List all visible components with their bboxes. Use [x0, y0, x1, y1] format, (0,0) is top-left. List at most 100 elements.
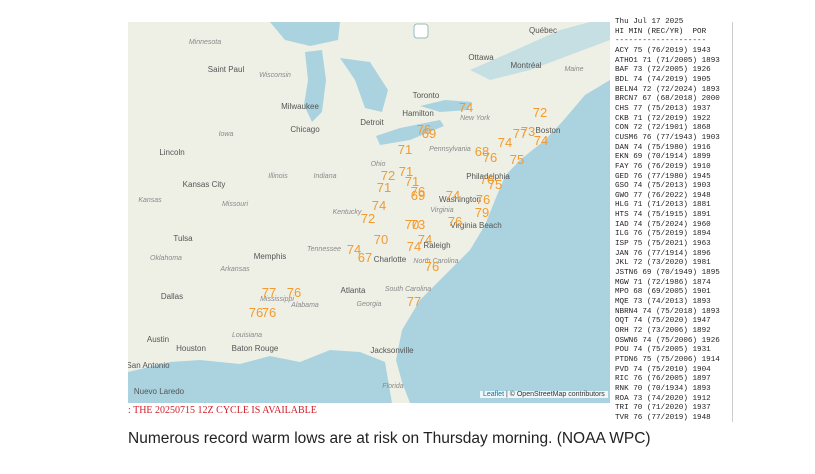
- temperature-label[interactable]: 72: [381, 168, 395, 183]
- temperature-label[interactable]: 75: [488, 177, 502, 192]
- station-row: JSTN6 69 (70/1949) 1895: [615, 269, 720, 278]
- station-row: HTS 74 (75/1915) 1891: [615, 211, 711, 220]
- place-label: Florida: [382, 383, 404, 390]
- place-label: Virginia Beach: [450, 221, 501, 230]
- station-row: ACY 75 (76/2019) 1943: [615, 46, 711, 55]
- st-lawrence: [470, 22, 610, 80]
- station-row: GWO 77 (76/2022) 1948: [615, 191, 711, 200]
- temperature-label[interactable]: 74: [347, 242, 361, 257]
- temperature-label[interactable]: 77: [513, 126, 527, 141]
- place-label: Austin: [147, 335, 169, 344]
- temperature-label[interactable]: 77: [407, 294, 421, 309]
- temperature-label[interactable]: 76: [483, 150, 497, 165]
- locate-button[interactable]: [413, 23, 429, 39]
- lake-ontario: [420, 100, 472, 112]
- place-label: Jacksonville: [370, 346, 414, 355]
- lake-erie: [376, 120, 444, 145]
- temperature-label[interactable]: 76: [411, 184, 425, 199]
- place-label: Arkansas: [219, 266, 250, 273]
- temperature-label[interactable]: 69: [411, 188, 425, 203]
- station-row: PTDN6 75 (75/2006) 1914: [615, 355, 720, 364]
- place-label: Iowa: [219, 131, 234, 138]
- temperature-label[interactable]: 71: [398, 142, 412, 157]
- lake-superior: [270, 22, 340, 46]
- report-date: Thu Jul 17 2025: [615, 18, 684, 26]
- temperature-label[interactable]: 74: [534, 133, 548, 148]
- temperature-label[interactable]: 75: [510, 152, 524, 167]
- temperature-label[interactable]: 76: [417, 122, 431, 137]
- place-label: South Carolina: [385, 286, 431, 293]
- temperature-label[interactable]: 74: [446, 188, 460, 203]
- place-label: Baton Rouge: [232, 344, 279, 353]
- temperature-label[interactable]: 71: [399, 164, 413, 179]
- station-row: ORH 72 (73/2006) 1892: [615, 327, 711, 335]
- station-row: JAN 76 (77/1914) 1896: [615, 249, 711, 258]
- station-row: RNK 70 (70/1934) 1893: [615, 384, 711, 393]
- station-row: BELN4 72 (72/2024) 1893: [615, 85, 720, 94]
- place-label: Chicago: [290, 125, 320, 134]
- place-label: Hamilton: [402, 109, 434, 118]
- temperature-label[interactable]: 76: [425, 259, 439, 274]
- station-row: ILG 76 (75/2019) 1894: [615, 230, 711, 239]
- temperature-label[interactable]: 76: [480, 172, 494, 187]
- temperature-label[interactable]: 79: [475, 205, 489, 220]
- temperature-label[interactable]: 72: [361, 211, 375, 226]
- temperature-label[interactable]: 74: [459, 100, 473, 115]
- place-label: Oklahoma: [150, 255, 182, 262]
- place-label: Louisiana: [232, 332, 262, 339]
- place-label: Saint Paul: [208, 65, 245, 74]
- place-label: Kansas: [138, 197, 162, 204]
- atlantic: [396, 80, 610, 403]
- place-label: Georgia: [357, 301, 382, 308]
- temperature-label[interactable]: 76: [448, 214, 462, 229]
- place-label: Charlotte: [374, 255, 407, 264]
- temperature-label[interactable]: 74: [372, 198, 386, 213]
- station-row: BRCN7 67 (68/2018) 2000: [615, 95, 720, 104]
- place-label: Kansas City: [183, 180, 226, 189]
- map[interactable]: Québec Ottawa Montréal Maine Minnesota Saint …: [128, 22, 610, 403]
- place-label: Nuevo Laredo: [134, 387, 185, 396]
- temperature-label[interactable]: 73: [411, 217, 425, 232]
- place-label: Missouri: [222, 201, 249, 208]
- scrollbar[interactable]: [732, 22, 737, 422]
- place-label: Atlanta: [341, 286, 366, 295]
- temperature-label[interactable]: 76: [249, 305, 263, 320]
- place-label: Illinois: [268, 173, 288, 180]
- attribution-link[interactable]: Leaflet: [483, 391, 505, 398]
- temperature-label[interactable]: 76: [476, 192, 490, 207]
- status-message: : THE 20250715 12Z CYCLE IS AVAILABLE: [128, 405, 317, 416]
- temperature-label[interactable]: 76: [262, 305, 276, 320]
- station-row: GSO 74 (75/2013) 1903: [615, 182, 711, 191]
- temperature-label[interactable]: 70: [374, 232, 388, 247]
- station-row: MQE 73 (74/2013) 1893: [615, 298, 711, 307]
- temperature-label[interactable]: 74: [407, 239, 421, 254]
- temperature-label[interactable]: 76: [287, 285, 301, 300]
- temperature-label[interactable]: 72: [533, 105, 547, 120]
- station-row: BAF 73 (72/2005) 1926: [615, 66, 711, 75]
- station-row: MGW 71 (72/1986) 1874: [615, 278, 711, 287]
- temperature-label[interactable]: 73: [521, 124, 535, 139]
- place-label: Memphis: [254, 252, 286, 261]
- place-label: Lincoln: [159, 148, 184, 157]
- station-row: CON 72 (72/1901) 1868: [615, 124, 711, 133]
- temperature-label[interactable]: 68: [475, 144, 489, 159]
- temperature-label[interactable]: 74: [418, 232, 432, 247]
- station-row: ISP 75 (75/2021) 1963: [615, 240, 711, 249]
- temperature-label[interactable]: 67: [358, 250, 372, 265]
- station-row: NBRN4 74 (75/2018) 1893: [615, 307, 720, 316]
- place-label: Maine: [564, 66, 583, 73]
- temperature-label[interactable]: 77: [262, 285, 276, 300]
- temperature-label[interactable]: 71: [377, 180, 391, 195]
- temperature-label[interactable]: 70: [405, 217, 419, 232]
- temperature-label[interactable]: 74: [498, 135, 512, 150]
- station-row: CHS 77 (75/2013) 1937: [615, 104, 711, 113]
- station-row: DAN 74 (75/1980) 1916: [615, 143, 711, 152]
- place-label: Dallas: [161, 292, 183, 301]
- station-row: OQT 74 (75/2020) 1947: [615, 317, 711, 326]
- station-row: HLG 71 (71/2013) 1881: [615, 201, 711, 210]
- temperature-label[interactable]: 69: [422, 126, 436, 141]
- place-label: Virginia: [430, 207, 453, 214]
- station-row: TRI 70 (71/2020) 1937: [615, 404, 711, 413]
- temperature-label[interactable]: 71: [405, 174, 419, 189]
- station-row: FAY 76 (76/2019) 1910: [615, 162, 711, 171]
